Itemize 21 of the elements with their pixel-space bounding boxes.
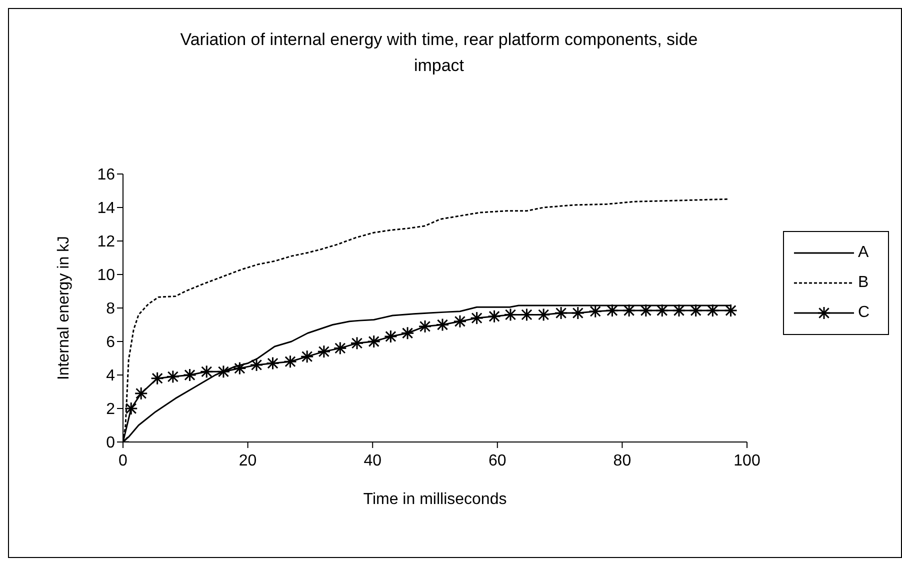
- y-axis-title: Internal energy in kJ: [56, 236, 73, 380]
- x-tick-label: 80: [613, 452, 632, 470]
- y-tick-label: 14: [97, 200, 116, 218]
- x-tick-label: 20: [238, 452, 257, 470]
- x-tick-label: 0: [118, 452, 128, 470]
- chart-title: Variation of internal energy with time, rear platform components, side impact: [179, 29, 699, 77]
- y-tick-label: 4: [106, 368, 116, 385]
- x-tick-label: 40: [364, 452, 382, 470]
- y-tick-label: 12: [97, 234, 116, 251]
- y-tick-label: 0: [106, 434, 116, 452]
- y-tick-label: 10: [97, 267, 116, 284]
- y-tick-label: 2: [106, 401, 116, 418]
- x-tick-label: 100: [734, 452, 760, 470]
- x-axis-title: Time in milliseconds: [363, 491, 507, 508]
- y-tick-label: 16: [97, 166, 116, 184]
- legend-label: C: [858, 304, 870, 322]
- legend-label: B: [858, 274, 869, 292]
- y-tick-label: 8: [106, 300, 116, 318]
- x-tick-label: 60: [488, 452, 506, 470]
- y-tick-label: 6: [106, 334, 116, 352]
- legend-label: A: [858, 244, 869, 262]
